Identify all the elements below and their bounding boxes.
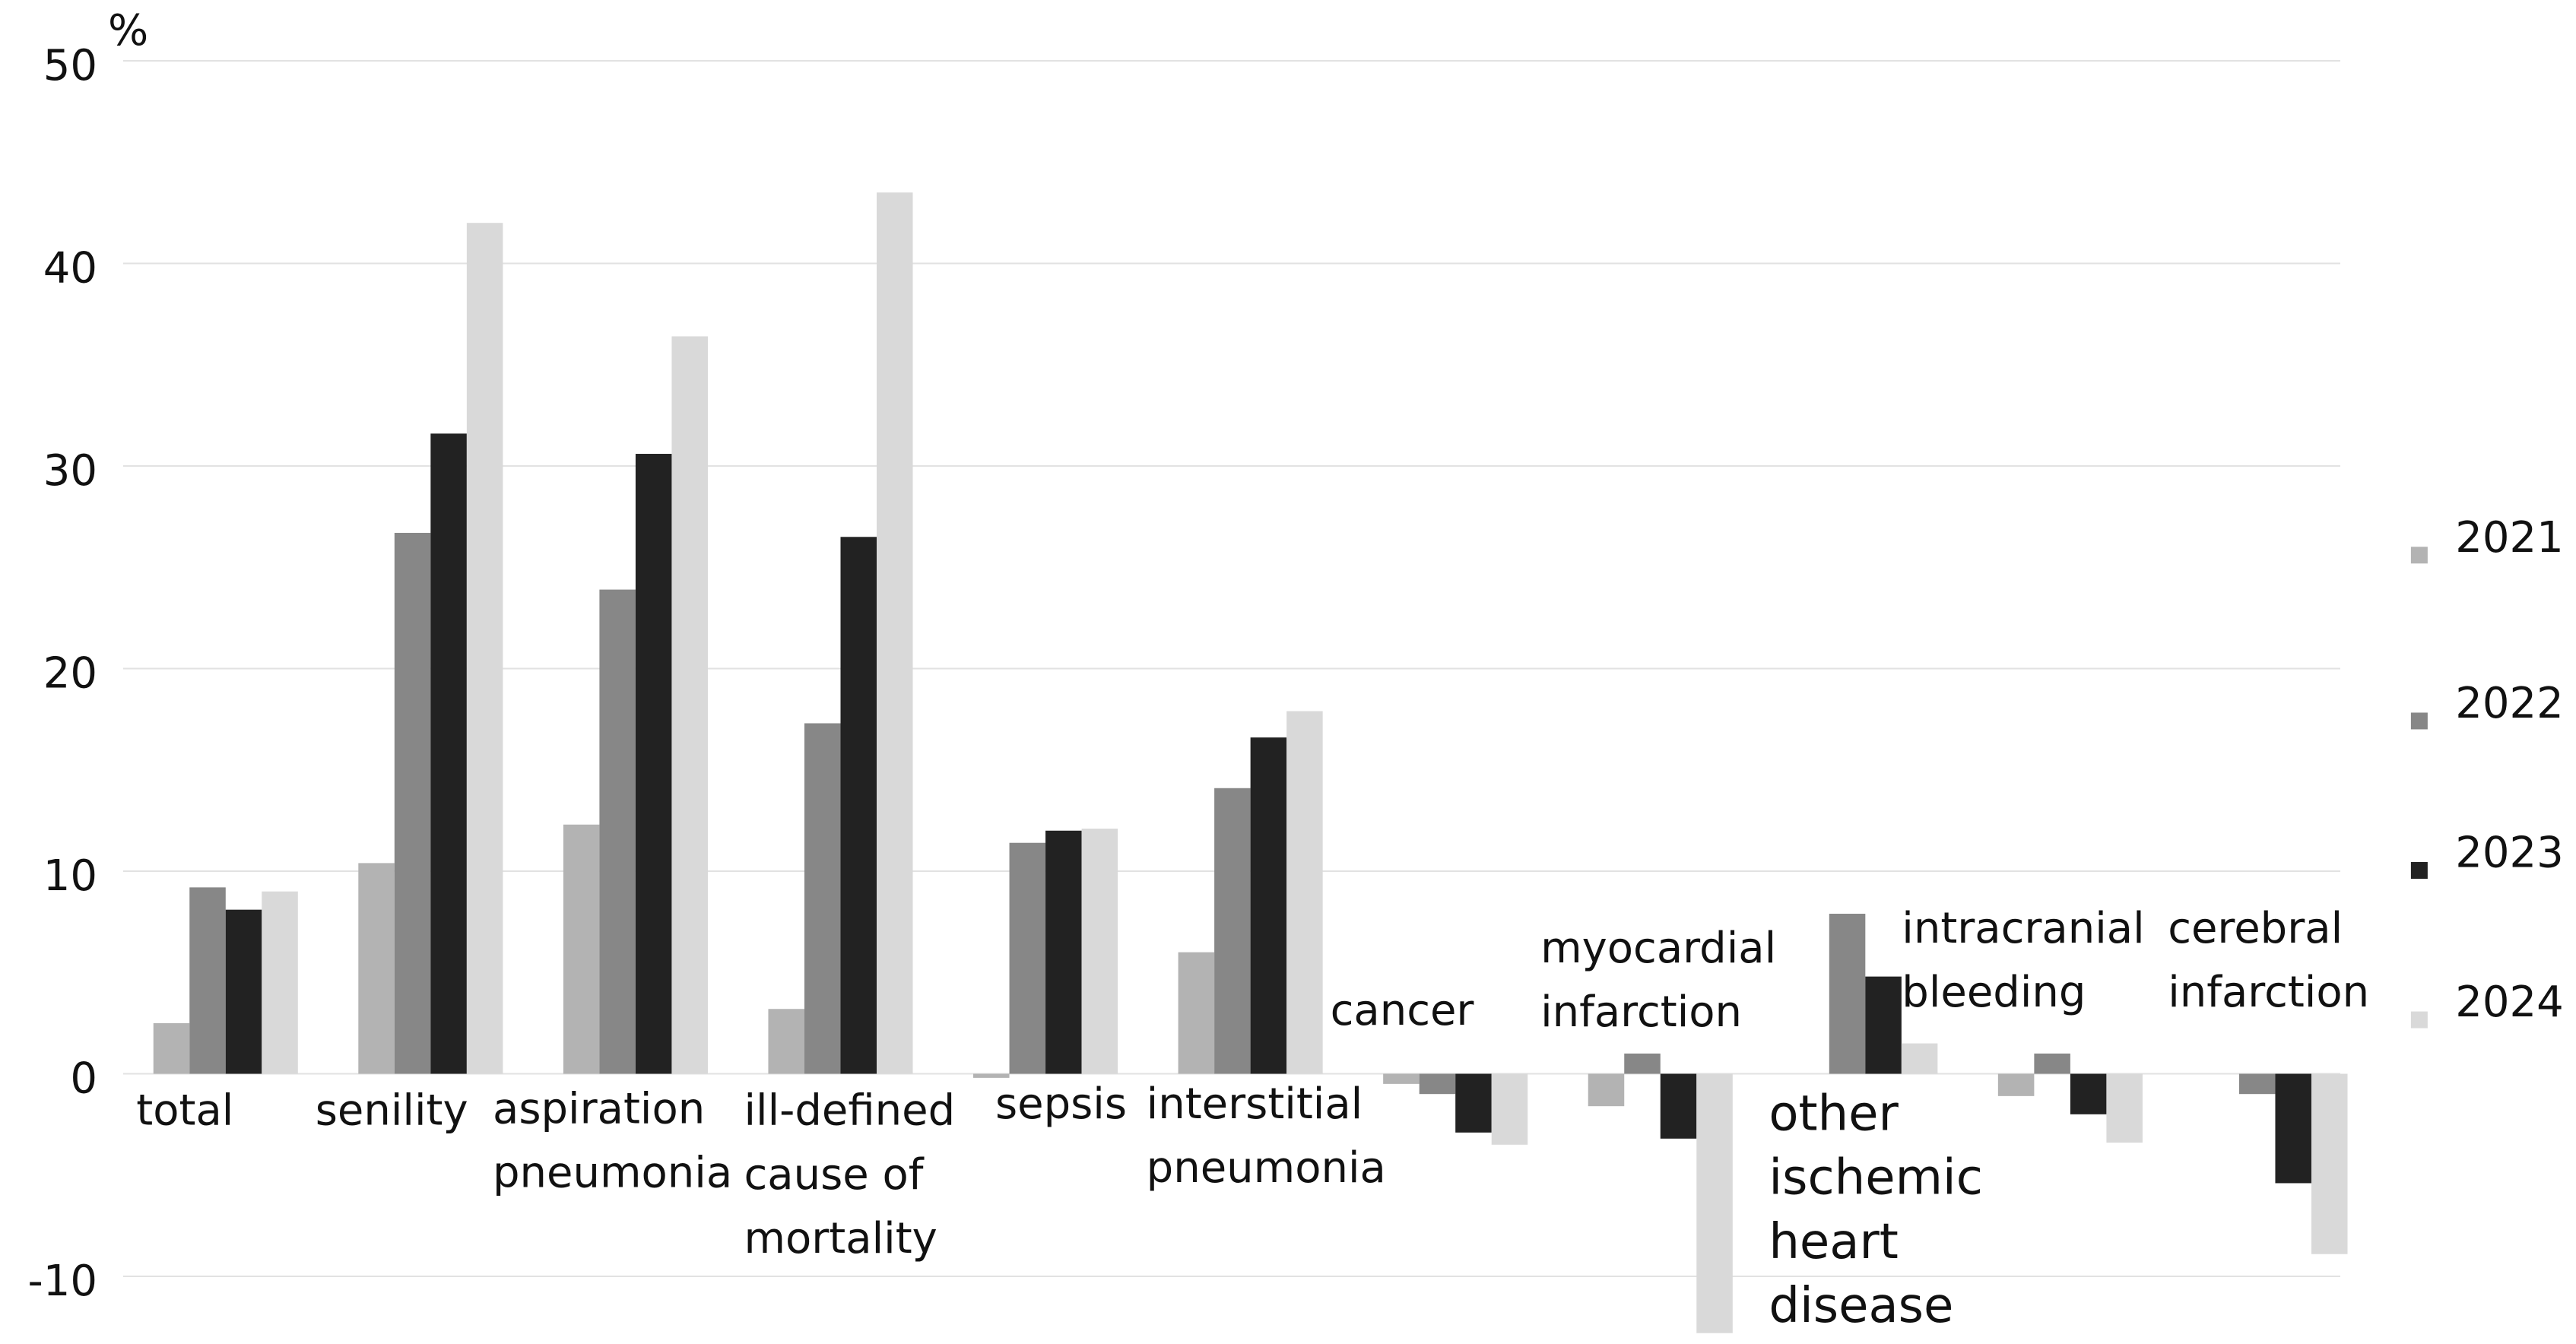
x-tick-label: mortality: [744, 1214, 937, 1263]
legend-label: 2024: [2455, 978, 2564, 1027]
y-tick-label: 30: [43, 446, 97, 496]
x-tick-label: ischemic: [1769, 1150, 1983, 1206]
bar: [1045, 830, 1082, 1074]
y-tick-label: -10: [28, 1257, 97, 1306]
bar: [840, 537, 877, 1074]
bar: [1660, 1073, 1697, 1139]
bar: [768, 1009, 804, 1074]
y-tick-label: 50: [43, 41, 97, 90]
bar: [1588, 1073, 1625, 1107]
x-tick-label: bleeding: [1902, 968, 2086, 1017]
x-tick-label: heart: [1769, 1214, 1899, 1270]
x-tick-label: ill-defined: [744, 1086, 955, 1136]
legend-swatch: [2410, 862, 2428, 879]
bar: [262, 891, 298, 1074]
bar: [563, 824, 600, 1074]
bar: [1214, 788, 1251, 1074]
y-tick-label: 10: [43, 851, 97, 901]
bar: [2311, 1073, 2348, 1254]
bar: [973, 1073, 1010, 1078]
bar: [2034, 1053, 2070, 1074]
bar: [804, 723, 841, 1074]
x-tick-label: interstitial: [1147, 1079, 1363, 1129]
bar: [1624, 1053, 1661, 1074]
x-tick-label: senility: [316, 1086, 468, 1136]
x-tick-label: sepsis: [995, 1079, 1127, 1129]
x-tick-label: aspiration: [493, 1084, 705, 1133]
bar: [1009, 842, 1046, 1074]
bar: [635, 454, 672, 1074]
bar: [2238, 1073, 2276, 1095]
bar: [1997, 1073, 2035, 1096]
x-tick-label: pneumonia: [493, 1149, 732, 1198]
x-tick-label: other: [1769, 1086, 1899, 1142]
bar: [1865, 976, 1902, 1074]
bar: [1829, 913, 1866, 1074]
bar: [671, 336, 708, 1074]
bar: [466, 223, 503, 1074]
x-tick-label: total: [136, 1086, 233, 1136]
y-tick-label: 0: [70, 1054, 97, 1104]
bar: [1081, 829, 1118, 1074]
legend-swatch: [2410, 1011, 2428, 1029]
y-axis-label: %: [108, 6, 148, 55]
x-tick-label: infarction: [2168, 968, 2369, 1017]
x-tick-label: cause of: [744, 1150, 924, 1200]
legend-swatch: [2410, 712, 2428, 730]
bar: [1419, 1073, 1456, 1095]
bar: [2275, 1073, 2311, 1184]
bar: [1178, 952, 1215, 1074]
legend-label: 2021: [2455, 513, 2564, 563]
legend-label: 2022: [2455, 679, 2564, 728]
bar: [225, 909, 262, 1074]
bar: [430, 433, 467, 1074]
x-tick-label: intracranial: [1902, 904, 2144, 953]
bar: [394, 532, 431, 1074]
legend-label: 2023: [2455, 829, 2564, 878]
bar: [1901, 1043, 1938, 1074]
bar: [1286, 711, 1323, 1074]
bar: [599, 589, 636, 1074]
bar: [2070, 1073, 2107, 1114]
x-tick-label: disease: [1769, 1278, 1953, 1334]
bar: [1455, 1073, 1492, 1133]
x-tick-label: cerebral: [2168, 904, 2343, 953]
legend-swatch: [2410, 547, 2428, 564]
x-tick-label: myocardial: [1540, 924, 1776, 973]
x-tick-label: pneumonia: [1147, 1143, 1386, 1193]
bar: [877, 192, 913, 1074]
y-tick-label: 40: [43, 244, 97, 293]
bar: [189, 887, 226, 1074]
bar: [1383, 1073, 1420, 1084]
bar: [358, 863, 395, 1074]
bar: [1696, 1073, 1733, 1333]
y-tick-label: 20: [43, 649, 97, 699]
bar: [2106, 1073, 2143, 1143]
bar: [1491, 1073, 1528, 1145]
bar: [153, 1022, 190, 1074]
x-tick-label: infarction: [1540, 987, 1742, 1037]
bar: [1250, 737, 1287, 1074]
x-tick-label: cancer: [1331, 986, 1475, 1035]
